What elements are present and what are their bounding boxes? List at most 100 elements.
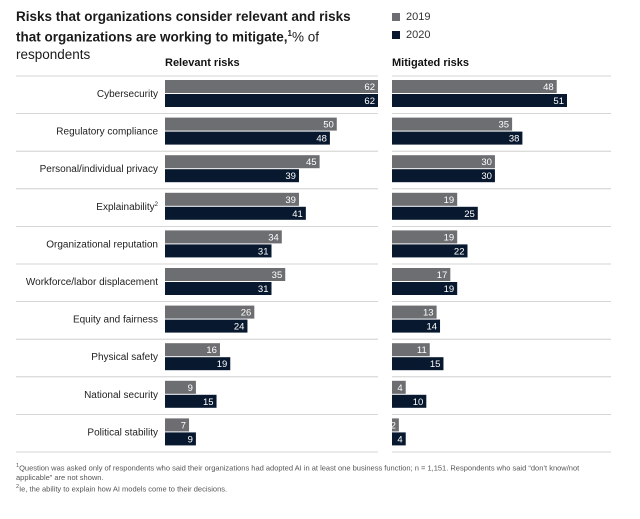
category-label-organizational-reputation: Organizational reputation — [46, 239, 158, 250]
category-label-explainability: Explainability2 — [96, 202, 158, 213]
bar-relevant-risks-personal-individual-privacy-2019 — [165, 155, 320, 169]
bar-value-mitigated-risks-political-stability-2020: 4 — [397, 434, 402, 445]
bar-relevant-risks-cybersecurity-2020 — [165, 94, 378, 107]
bar-chart: Cybersecurity 62 62 48 51 Regulatory complian… — [16, 75, 611, 453]
footnote-1: 1Question was asked only of respondents … — [16, 462, 616, 483]
bar-relevant-risks-workforce-labor-displacement-2020 — [165, 282, 272, 295]
chart-title: Risks that organizations consider releva… — [16, 8, 376, 63]
bar-mitigated-risks-cybersecurity-2020 — [392, 94, 567, 107]
category-footnote-marker: 2 — [155, 202, 159, 208]
bar-value-mitigated-risks-organizational-reputation-2019: 19 — [444, 232, 455, 243]
bar-value-mitigated-risks-cybersecurity-2019: 48 — [543, 82, 554, 93]
bar-value-mitigated-risks-workforce-labor-displacement-2020: 19 — [444, 284, 455, 295]
bar-value-relevant-risks-personal-individual-privacy-2019: 45 — [306, 157, 317, 168]
bar-relevant-risks-equity-and-fairness-2020 — [165, 319, 248, 333]
bar-relevant-risks-workforce-labor-displacement-2019 — [165, 268, 286, 281]
category-label-workforce-labor-displacement: Workforce/labor displacement — [26, 277, 158, 288]
bar-value-relevant-risks-personal-individual-privacy-2020: 39 — [285, 171, 296, 182]
bar-value-relevant-risks-explainability-2020: 41 — [292, 209, 303, 220]
bar-relevant-risks-organizational-reputation-2019 — [165, 230, 282, 244]
bar-mitigated-risks-organizational-reputation-2020 — [392, 244, 468, 258]
bar-relevant-risks-regulatory-compliance-2020 — [165, 131, 330, 145]
bar-value-mitigated-risks-explainability-2020: 25 — [464, 209, 475, 220]
bar-mitigated-risks-regulatory-compliance-2019 — [392, 117, 513, 131]
chart-title-main: Risks that organizations consider releva… — [16, 9, 351, 45]
bar-value-relevant-risks-physical-safety-2019: 16 — [206, 345, 217, 356]
bar-value-mitigated-risks-national-security-2019: 4 — [397, 383, 402, 394]
panel-heading-relevant-risks: Relevant risks — [165, 57, 240, 69]
category-label-personal-individual-privacy: Personal/individual privacy — [40, 164, 158, 175]
bar-mitigated-risks-personal-individual-privacy-2019 — [392, 155, 495, 169]
bar-value-relevant-risks-workforce-labor-displacement-2019: 35 — [272, 270, 283, 281]
category-label-cybersecurity: Cybersecurity — [97, 89, 158, 100]
bar-mitigated-risks-personal-individual-privacy-2020 — [392, 169, 495, 183]
category-label-equity-and-fairness: Equity and fairness — [73, 315, 158, 326]
bar-mitigated-risks-workforce-labor-displacement-2020 — [392, 282, 458, 295]
bar-relevant-risks-explainability-2020 — [165, 206, 306, 220]
footnote-1-marker: 1 — [16, 463, 20, 469]
panel-heading-mitigated-risks: Mitigated risks — [392, 57, 470, 69]
bar-mitigated-risks-explainability-2020 — [392, 206, 478, 220]
bar-value-relevant-risks-regulatory-compliance-2019: 50 — [323, 120, 334, 131]
category-label-regulatory-compliance: Regulatory compliance — [56, 127, 158, 138]
bar-value-mitigated-risks-political-stability-2019: 2 — [391, 420, 396, 431]
bar-relevant-risks-equity-and-fairness-2019 — [165, 305, 255, 319]
bar-mitigated-risks-physical-safety-2019 — [392, 343, 430, 357]
bar-value-mitigated-risks-personal-individual-privacy-2020: 30 — [481, 171, 492, 182]
bar-mitigated-risks-equity-and-fairness-2020 — [392, 319, 441, 333]
bar-value-mitigated-risks-physical-safety-2019: 11 — [417, 345, 427, 356]
bar-value-mitigated-risks-regulatory-compliance-2020: 38 — [509, 134, 520, 145]
bar-relevant-risks-explainability-2019 — [165, 192, 299, 206]
chart-title-footnote-marker: 1 — [287, 29, 292, 38]
bar-mitigated-risks-political-stability-2019 — [392, 418, 399, 432]
bar-mitigated-risks-workforce-labor-displacement-2019 — [392, 268, 451, 281]
footnote-2-marker: 2 — [16, 483, 20, 490]
bar-value-relevant-risks-political-stability-2019: 7 — [181, 420, 186, 431]
bar-mitigated-risks-explainability-2019 — [392, 192, 458, 206]
bar-value-mitigated-risks-national-security-2020: 10 — [413, 397, 424, 408]
bar-relevant-risks-organizational-reputation-2020 — [165, 244, 272, 258]
bar-mitigated-risks-national-security-2020 — [392, 394, 427, 408]
bar-relevant-risks-national-security-2019 — [165, 380, 196, 394]
bar-mitigated-risks-cybersecurity-2019 — [392, 80, 557, 93]
bar-value-mitigated-risks-regulatory-compliance-2019: 35 — [499, 120, 510, 131]
bar-mitigated-risks-physical-safety-2020 — [392, 357, 444, 371]
footnote-2-text: Ie, the ability to explain how AI models… — [19, 484, 228, 493]
bar-relevant-risks-personal-individual-privacy-2020 — [165, 169, 299, 183]
bar-value-mitigated-risks-explainability-2019: 19 — [444, 195, 455, 206]
legend-swatch-2019 — [392, 12, 400, 21]
bar-value-mitigated-risks-workforce-labor-displacement-2019: 17 — [437, 270, 448, 281]
legend-label-2020: 2020 — [406, 28, 431, 41]
bar-value-mitigated-risks-physical-safety-2020: 15 — [430, 359, 441, 370]
footnote-1-text: Question was asked only of respondents w… — [16, 463, 580, 483]
category-label-political-stability: Political stability — [87, 427, 158, 438]
bar-value-relevant-risks-national-security-2020: 15 — [203, 397, 214, 408]
bar-value-relevant-risks-physical-safety-2020: 19 — [217, 359, 228, 370]
bar-value-mitigated-risks-cybersecurity-2020: 51 — [553, 96, 564, 107]
bar-relevant-risks-national-security-2020 — [165, 394, 217, 408]
bar-value-relevant-risks-equity-and-fairness-2020: 24 — [234, 322, 245, 333]
bar-value-relevant-risks-regulatory-compliance-2020: 48 — [316, 134, 327, 145]
bar-value-relevant-risks-workforce-labor-displacement-2020: 31 — [258, 284, 269, 295]
bar-relevant-risks-political-stability-2019 — [165, 418, 190, 432]
footnotes: 1Question was asked only of respondents … — [16, 462, 616, 494]
bar-value-relevant-risks-equity-and-fairness-2019: 26 — [241, 308, 252, 319]
bar-relevant-risks-political-stability-2020 — [165, 432, 196, 446]
bar-relevant-risks-cybersecurity-2019 — [165, 80, 378, 93]
bar-value-relevant-risks-cybersecurity-2019: 62 — [364, 82, 375, 93]
footnote-2: 2Ie, the ability to explain how AI model… — [16, 483, 616, 494]
legend: 2019 2020 — [392, 9, 430, 45]
bar-value-relevant-risks-organizational-reputation-2019: 34 — [268, 232, 279, 243]
bar-relevant-risks-physical-safety-2020 — [165, 357, 231, 371]
bar-value-mitigated-risks-equity-and-fairness-2020: 14 — [426, 322, 437, 333]
legend-item-2019: 2019 — [392, 9, 430, 24]
bar-relevant-risks-physical-safety-2019 — [165, 343, 220, 357]
legend-item-2020: 2020 — [392, 27, 430, 42]
bar-value-relevant-risks-national-security-2019: 9 — [188, 383, 193, 394]
category-label-physical-safety: Physical safety — [91, 352, 158, 363]
chart-title-unit: % of respondents — [16, 29, 319, 62]
bar-mitigated-risks-equity-and-fairness-2019 — [392, 305, 437, 319]
bar-mitigated-risks-political-stability-2020 — [392, 432, 406, 446]
bar-mitigated-risks-organizational-reputation-2019 — [392, 230, 458, 244]
legend-swatch-2020 — [392, 30, 400, 39]
